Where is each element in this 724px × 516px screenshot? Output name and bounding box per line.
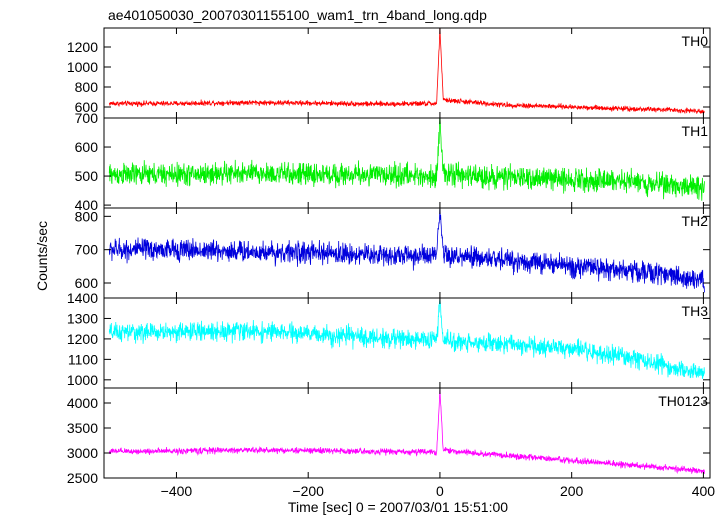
y-tick-label: 600 bbox=[75, 275, 99, 291]
y-tick-label: 1200 bbox=[67, 39, 98, 55]
y-tick-label: 1100 bbox=[68, 351, 98, 367]
series-line-th0 bbox=[108, 28, 705, 115]
y-tick-label: 1400 bbox=[67, 290, 98, 306]
x-tick-label: 0 bbox=[436, 483, 444, 499]
y-tick-label: 1000 bbox=[67, 59, 98, 75]
y-tick-label: 500 bbox=[75, 168, 99, 184]
y-tick-label: 800 bbox=[75, 208, 99, 224]
x-ticks-group: −400 −200 0 200 400 bbox=[161, 483, 716, 499]
y-tick-label: 1000 bbox=[67, 372, 98, 388]
y-tick-label: 4000 bbox=[67, 395, 98, 411]
chart-title: ae401050030_20070301155100_wam1_trn_4ban… bbox=[108, 7, 487, 23]
y-tick-label: 3000 bbox=[67, 445, 98, 461]
series-line-th3 bbox=[108, 299, 705, 379]
y-tick-label: 600 bbox=[75, 139, 99, 155]
y-tick-label: 1300 bbox=[67, 310, 98, 326]
x-tick-label: −400 bbox=[161, 483, 193, 499]
x-tick-label: −200 bbox=[292, 483, 324, 499]
x-axis-label: Time [sec] 0 = 2007/03/01 15:51:00 bbox=[288, 499, 508, 515]
y-tick-label: 1200 bbox=[67, 331, 98, 347]
panel-label-th2: TH2 bbox=[682, 213, 709, 229]
y-axis-label: Counts/sec bbox=[34, 221, 50, 291]
panel-th2: 600 700 800 TH2 bbox=[75, 207, 711, 299]
y-tick-label: 700 bbox=[75, 110, 99, 126]
panel-label-th1: TH1 bbox=[682, 123, 709, 139]
y-tick-label: 700 bbox=[75, 242, 99, 258]
panel-label-th0: TH0 bbox=[682, 33, 709, 49]
panel-th1: 400 500 600 700 TH1 bbox=[75, 110, 711, 213]
y-tick-label: 600 bbox=[75, 99, 99, 115]
panel-th0: 600 800 1000 1200 TH0 bbox=[67, 27, 711, 119]
panel-th0123: 2500 3000 3500 4000 TH0123 bbox=[67, 387, 711, 486]
y-tick-label: 3500 bbox=[67, 420, 98, 436]
series-line-th0123 bbox=[108, 390, 705, 475]
panel-label-th0123: TH0123 bbox=[658, 393, 708, 409]
x-tick-label: 200 bbox=[560, 483, 584, 499]
panel-th3: 1000 1100 1200 1300 1400 TH3 bbox=[67, 290, 711, 389]
y-tick-label: 400 bbox=[75, 197, 99, 213]
series-line-th1 bbox=[108, 118, 705, 201]
y-tick-label: 2500 bbox=[67, 470, 98, 486]
panel-frame bbox=[103, 387, 711, 479]
panel-label-th3: TH3 bbox=[682, 303, 709, 319]
series-line-th2 bbox=[108, 209, 705, 293]
x-tick-label: 400 bbox=[692, 483, 716, 499]
panel-frame bbox=[103, 117, 711, 209]
y-tick-label: 800 bbox=[75, 79, 99, 95]
